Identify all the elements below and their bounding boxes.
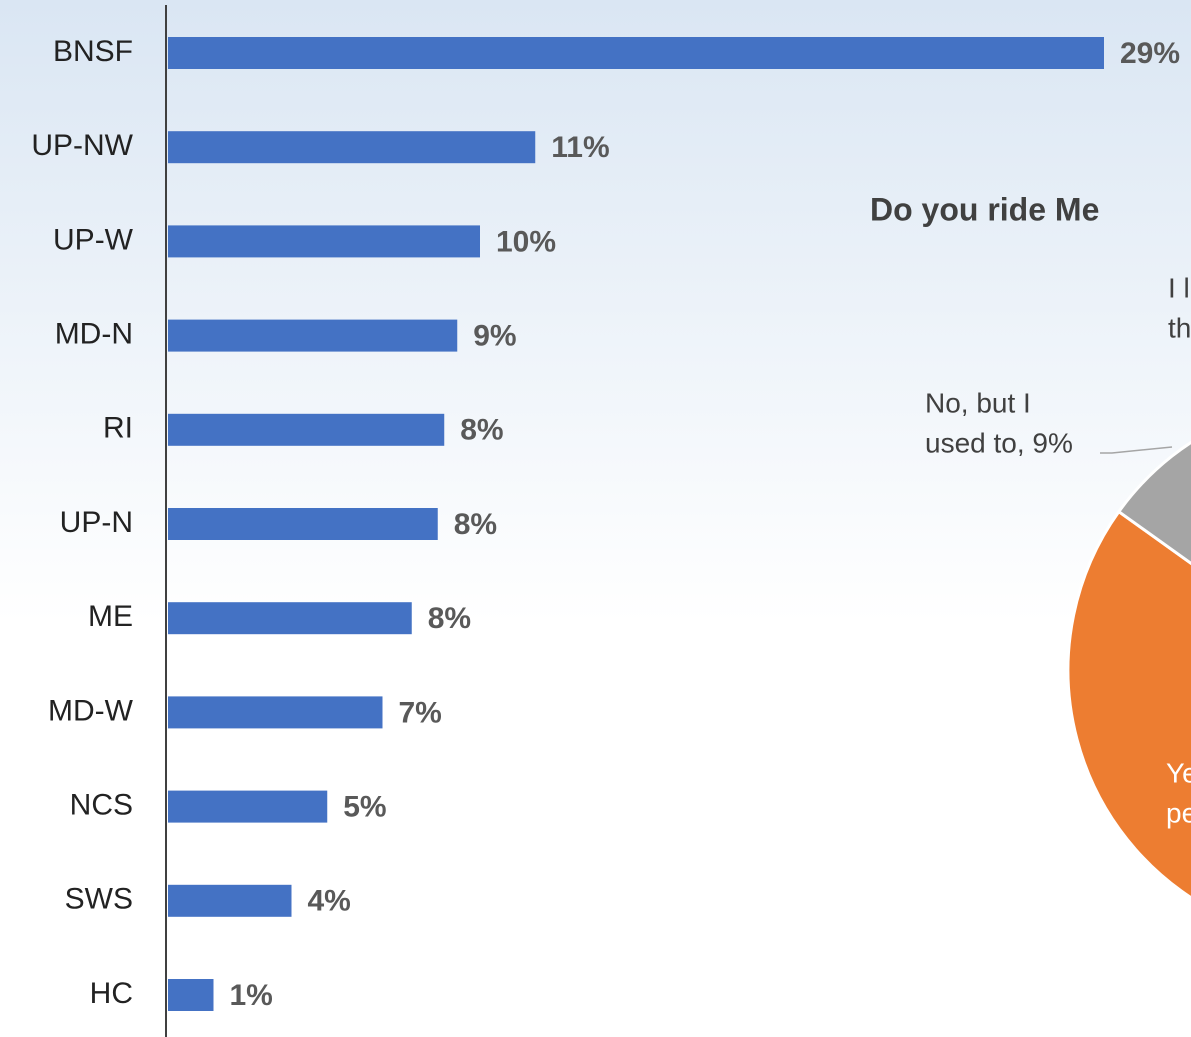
slice-label: th <box>1168 312 1191 343</box>
bar <box>168 319 458 352</box>
category-label: UP-W <box>53 223 134 256</box>
value-label: 11% <box>551 131 609 164</box>
bar <box>168 413 445 446</box>
value-label: 8% <box>428 602 471 635</box>
slice-label: pe <box>1166 797 1191 828</box>
bar <box>168 979 214 1011</box>
pie-slice <box>1066 509 1191 900</box>
category-label: UP-NW <box>31 129 133 162</box>
value-label: 8% <box>454 508 497 541</box>
category-label: SWS <box>65 883 133 916</box>
leader-line <box>1100 446 1173 454</box>
slice-label: No, but I <box>925 387 1031 418</box>
category-label: MD-N <box>55 318 133 351</box>
slice-label: used to, 9% <box>925 427 1073 458</box>
bar <box>168 225 480 258</box>
category-label: UP-N <box>60 506 133 539</box>
category-label: RI <box>103 412 133 445</box>
category-label: HC <box>90 977 133 1010</box>
value-label: 29% <box>1120 37 1180 70</box>
slice-label: Ye <box>1166 757 1191 788</box>
value-label: 5% <box>343 791 386 824</box>
bar <box>168 790 328 823</box>
value-label: 1% <box>230 979 273 1012</box>
category-label: NCS <box>70 789 133 822</box>
bar <box>168 37 1104 69</box>
category-label: ME <box>88 600 133 633</box>
bar <box>168 602 412 635</box>
value-label: 4% <box>308 885 351 918</box>
category-label: MD-W <box>48 694 134 727</box>
bar <box>168 884 292 917</box>
bar <box>168 131 536 164</box>
value-label: 7% <box>399 696 442 729</box>
bar <box>168 508 438 540</box>
value-label: 9% <box>473 320 516 353</box>
value-label: 10% <box>496 225 556 258</box>
pie-slice <box>1116 440 1191 566</box>
bar <box>168 696 383 729</box>
value-label: 8% <box>460 414 503 447</box>
category-label: BNSF <box>53 35 133 68</box>
slice-label: I l <box>1168 272 1190 303</box>
pie-title: Do you ride Me <box>870 191 1099 227</box>
